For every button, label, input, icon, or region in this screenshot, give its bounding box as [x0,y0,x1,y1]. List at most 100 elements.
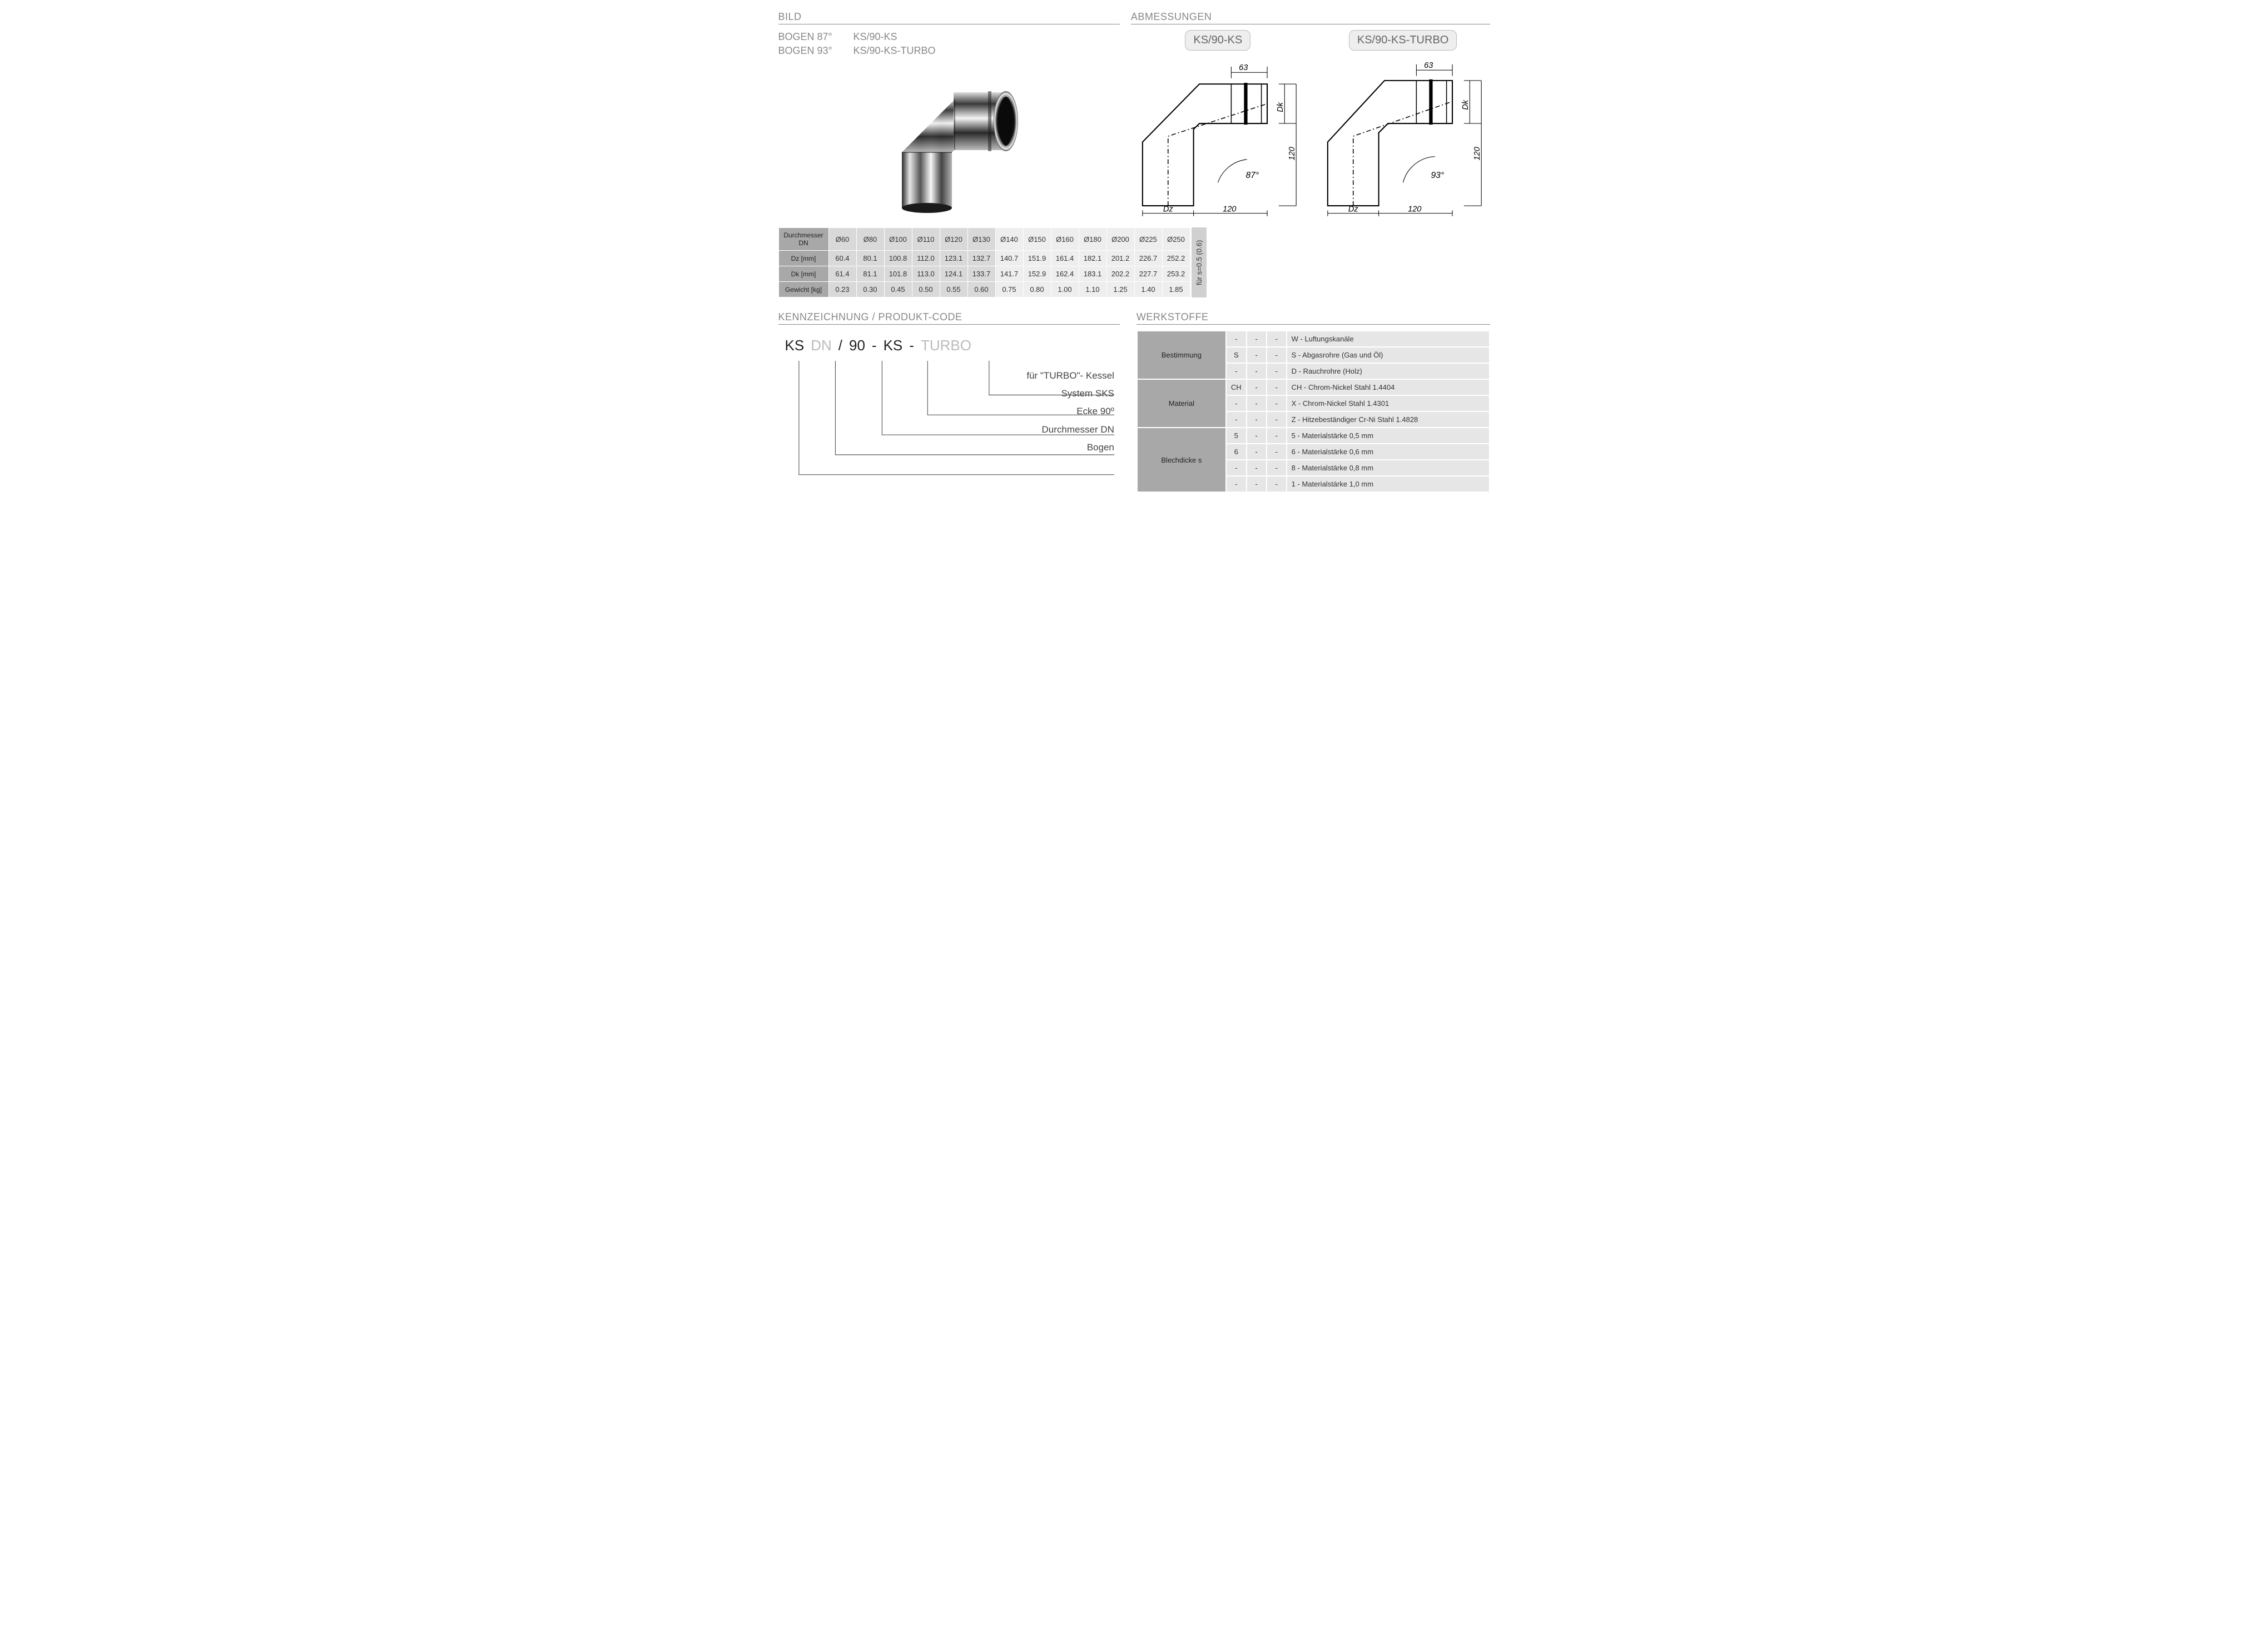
dim-cell: 227.7 [1134,266,1162,282]
dim-cell: 133.7 [967,266,995,282]
werk-desc-cell: Z - Hitzebeständiger Cr-Ni Stahl 1.4828 [1287,411,1490,428]
dim-63: 63 [1239,63,1248,72]
werk-desc-cell: 6 - Materialstärke 0,6 mm [1287,444,1490,460]
svg-text:Dz: Dz [1348,205,1359,214]
werk-code-cell: - [1247,476,1267,492]
dim-cell: 80.1 [856,251,884,266]
dim-cell: Ø150 [1023,228,1051,251]
dim-cell: 151.9 [1023,251,1051,266]
werk-code-cell: - [1247,460,1267,476]
werk-code-cell: - [1267,444,1287,460]
product-name-1-left: BOGEN 87° [778,30,851,44]
werk-code-cell: - [1247,379,1267,395]
section-title-abmessungen: ABMESSUNGEN [1131,11,1490,24]
werk-desc-cell: S - Abgasrohre (Gas und Öl) [1287,347,1490,363]
dimensions-table: Durchmesser DNØ60Ø80Ø100Ø110Ø120Ø130Ø140… [778,227,1190,297]
dim-cell: 123.1 [940,251,967,266]
product-name-2-left: BOGEN 93° [778,44,851,58]
bottom-row: KENNZEICHNUNG / PRODUKT-CODE KSDN/90-KS-… [778,311,1490,493]
code-separator: - [869,337,880,354]
dim-cell: Ø100 [884,228,912,251]
dim-cell: 141.7 [995,266,1023,282]
product-image [778,63,1120,219]
dim-cell: 0.30 [856,282,884,297]
dim-cell: 182.1 [1079,251,1106,266]
product-name-1-right: KS/90-KS [853,31,897,42]
dim-cell: 1.25 [1106,282,1134,297]
werk-group-header: Bestimmung [1137,331,1226,379]
werk-code-cell: - [1267,379,1287,395]
code-label: Bogen [778,439,1114,456]
svg-text:120: 120 [1473,147,1482,160]
werk-code-cell: 5 [1226,428,1247,444]
werk-desc-cell: X - Chrom-Nickel Stahl 1.4301 [1287,395,1490,411]
werk-code-cell: - [1226,476,1247,492]
dim-cell: 1.85 [1162,282,1190,297]
werk-desc-cell: W - Luftungskanäle [1287,331,1490,347]
dim-cell: Ø200 [1106,228,1134,251]
dim-cell: 161.4 [1051,251,1079,266]
werk-code-cell: - [1247,347,1267,363]
werk-code-cell: S [1226,347,1247,363]
code-segment: DN [807,337,835,354]
dim-dk: Dk [1276,102,1285,112]
code-label: Ecke 90º [778,403,1114,420]
svg-text:63: 63 [1424,61,1433,70]
dim-120v: 120 [1288,147,1297,160]
dim-cell: 132.7 [967,251,995,266]
werk-desc-cell: D - Rauchrohre (Holz) [1287,363,1490,379]
werk-code-cell: - [1247,428,1267,444]
werk-code-cell: - [1247,444,1267,460]
page: BILD BOGEN 87° KS/90-KS BOGEN 93° KS/90-… [778,11,1490,493]
section-title-werkstoffe: WERKSTOFFE [1137,311,1490,325]
werk-desc-cell: 8 - Materialstärke 0,8 mm [1287,460,1490,476]
werk-code-cell: - [1267,395,1287,411]
diagrams-row: KS/90-KS [1131,30,1490,219]
code-segment: KS [782,337,808,354]
dim-cell: Ø110 [912,228,940,251]
dim-cell: 101.8 [884,266,912,282]
dim-cell: Ø80 [856,228,884,251]
dim-cell: Ø130 [967,228,995,251]
dim-cell: Ø140 [995,228,1023,251]
code-label: für "TURBO"- Kessel [778,367,1114,385]
werk-code-cell: - [1226,331,1247,347]
dim-cell: 60.4 [828,251,856,266]
werk-code-cell: - [1267,476,1287,492]
werk-code-cell: - [1267,460,1287,476]
section-title-bild: BILD [778,11,1120,24]
dimensions-sidenote: für s=0.5 (0.6) [1192,227,1207,297]
dim-cell: 100.8 [884,251,912,266]
dim-cell: 81.1 [856,266,884,282]
diagram-right-angle: 93° [1431,171,1444,180]
dimensions-table-wrap: Durchmesser DNØ60Ø80Ø100Ø110Ø120Ø130Ø140… [778,227,1490,297]
werk-code-cell: - [1247,411,1267,428]
code-label: System SKS [778,385,1114,403]
dim-cell: Ø60 [828,228,856,251]
kennzeichnung-column: KENNZEICHNUNG / PRODUKT-CODE KSDN/90-KS-… [778,311,1120,493]
werkstoffe-table: Bestimmung---W - LuftungskanäleS--S - Ab… [1137,330,1490,493]
dim-cell: 1.10 [1079,282,1106,297]
dim-cell: 162.4 [1051,266,1079,282]
dim-cell: 0.75 [995,282,1023,297]
code-segment: TURBO [917,337,975,354]
dim-cell: Ø225 [1134,228,1162,251]
diagram-left: KS/90-KS [1131,30,1305,219]
dim-120h: 120 [1223,205,1236,214]
dim-cell: Ø180 [1079,228,1106,251]
abmessungen-column: ABMESSUNGEN KS/90-KS [1131,11,1490,219]
code-separator: - [906,337,917,354]
diagram-left-svg: 87° 63 Dk [1131,55,1305,217]
werk-code-cell: - [1267,347,1287,363]
dim-cell: 112.0 [912,251,940,266]
dim-cell: 152.9 [1023,266,1051,282]
werk-code-cell: - [1226,363,1247,379]
code-labels: für "TURBO"- KesselSystem SKSEcke 90ºDur… [778,367,1120,456]
dim-cell: Ø120 [940,228,967,251]
dim-cell: 140.7 [995,251,1023,266]
dim-dz: Dz [1163,205,1174,214]
product-names: BOGEN 87° KS/90-KS BOGEN 93° KS/90-KS-TU… [778,30,1120,58]
werk-code-cell: - [1267,363,1287,379]
werk-group-header: Blechdicke s [1137,428,1226,492]
werkstoffe-column: WERKSTOFFE Bestimmung---W - Luftungskanä… [1137,311,1490,493]
